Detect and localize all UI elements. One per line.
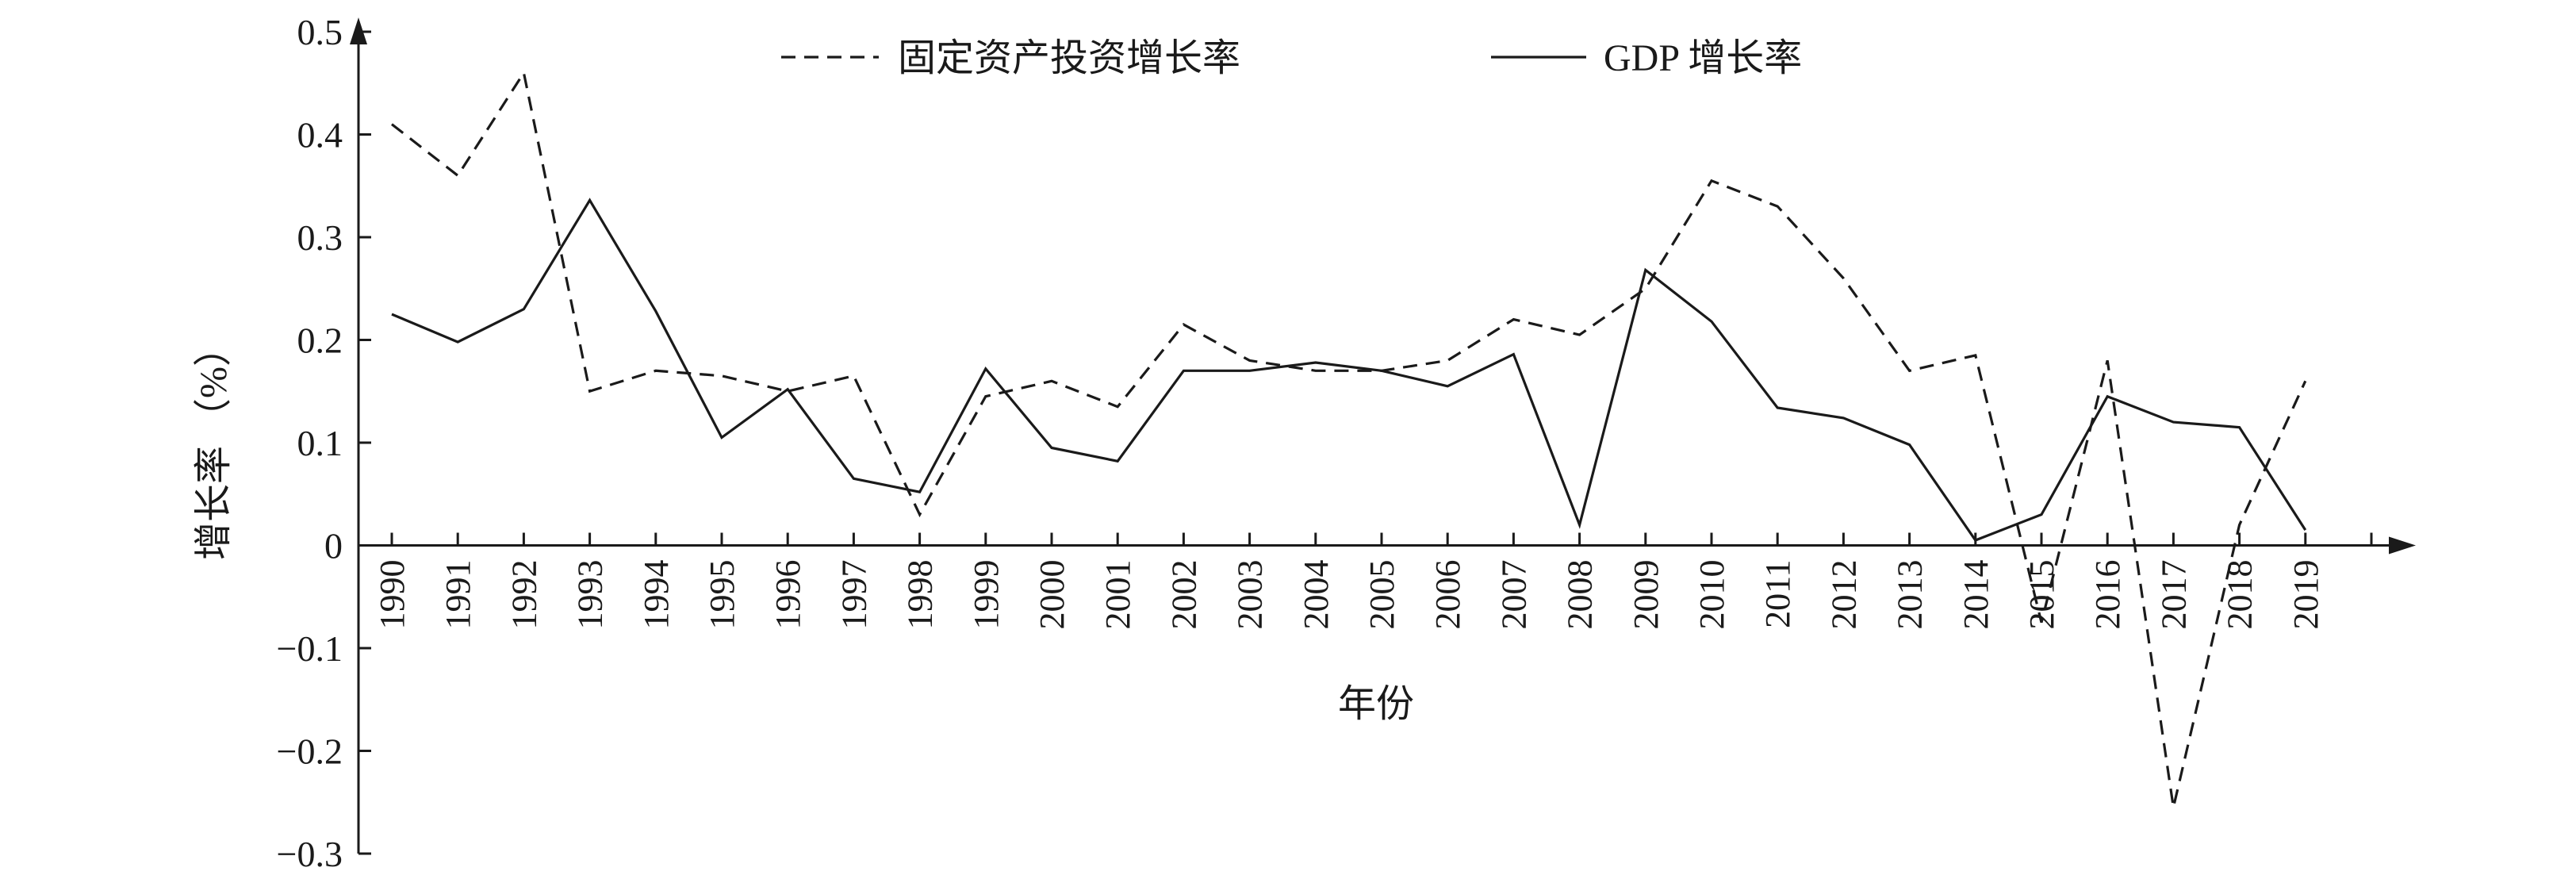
x-tick-label: 2002 <box>1164 560 1203 630</box>
y-tick-label: 0.5 <box>297 12 343 52</box>
x-tick-label: 2011 <box>1758 560 1797 628</box>
x-tick-label: 1998 <box>901 560 940 630</box>
x-tick-label: 1993 <box>571 560 610 630</box>
series-lines <box>391 69 2307 808</box>
y-axis-ticks: −0.3 −0.2 −0.1 0 0.1 0.2 0.3 0.4 0.5 <box>277 12 371 874</box>
x-tick-label: 1996 <box>769 560 807 630</box>
legend: 固定资产投资增长率 GDP 增长率 <box>781 37 1802 79</box>
y-tick-label: −0.3 <box>277 834 343 874</box>
x-tick-label: 2005 <box>1363 560 1401 630</box>
x-tick-label: 2006 <box>1428 560 1467 630</box>
x-tick-label: 2004 <box>1297 560 1336 630</box>
x-axis-arrow <box>2389 536 2416 555</box>
series-line-investment-growth <box>391 69 2307 808</box>
x-tick-label: 1997 <box>834 560 873 630</box>
legend-label-gdp-growth: GDP 增长率 <box>1604 37 1802 79</box>
y-tick-label: −0.2 <box>277 731 343 772</box>
legend-label-investment-growth: 固定资产投资增长率 <box>898 37 1240 79</box>
y-tick-label: 0 <box>324 526 343 566</box>
x-axis-label: 年份 <box>1338 683 1414 725</box>
x-tick-label: 1991 <box>439 560 477 630</box>
x-tick-label: 2018 <box>2221 560 2260 630</box>
y-tick-label: 0.2 <box>297 321 343 361</box>
x-tick-label: 1994 <box>637 560 676 630</box>
x-tick-label: 2010 <box>1692 560 1731 630</box>
series-line-gdp-growth <box>391 198 2307 542</box>
x-tick-label: 2019 <box>2287 560 2325 630</box>
x-axis-ticks: 1990 1991 1992 1993 1994 1995 1996 1997 1998 1999… <box>373 532 2373 630</box>
x-tick-label: 2007 <box>1494 560 1533 630</box>
x-tick-label: 2003 <box>1231 560 1270 630</box>
x-tick-label: 2000 <box>1033 560 1071 630</box>
x-tick-label: 1999 <box>967 560 1006 630</box>
y-tick-label: 0.3 <box>297 217 343 258</box>
x-tick-label: 2014 <box>1957 560 1995 630</box>
x-tick-label: 2012 <box>1824 560 1863 630</box>
x-tick-label: 1995 <box>703 560 742 630</box>
y-axis-label: 增长率 （%） <box>193 328 235 560</box>
x-tick-label: 2001 <box>1098 560 1137 630</box>
axes <box>350 17 2416 854</box>
y-tick-label: 0.1 <box>297 423 343 463</box>
y-tick-label: 0.4 <box>297 115 343 155</box>
x-tick-label: 2008 <box>1561 560 1600 630</box>
x-tick-label: 2017 <box>2154 560 2193 630</box>
x-tick-label: 1992 <box>504 560 543 630</box>
x-tick-label: 1990 <box>373 560 412 630</box>
x-tick-label: 2013 <box>1891 560 1930 630</box>
y-tick-label: −0.1 <box>277 628 343 669</box>
x-tick-label: 2009 <box>1627 560 1666 630</box>
x-tick-label: 2016 <box>2088 560 2127 630</box>
